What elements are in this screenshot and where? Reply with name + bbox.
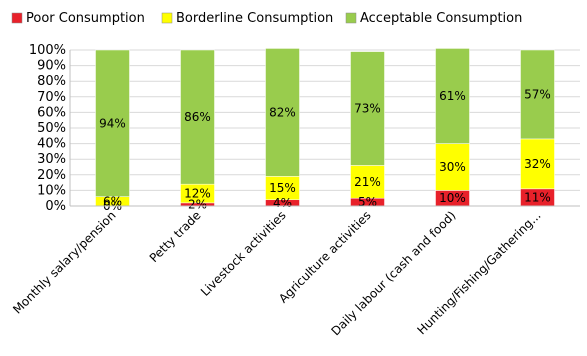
bar-segment (435, 48, 470, 144)
x-category-label: Monthly salary/pension (10, 208, 118, 316)
data-label: 82% (269, 105, 296, 119)
legend-label: Borderline Consumption (176, 11, 333, 26)
legend-label: Poor Consumption (26, 11, 145, 26)
data-label: 61% (439, 89, 466, 103)
legend-swatch (11, 12, 23, 24)
data-label: 5% (358, 195, 377, 209)
y-tick-label: 90% (37, 59, 66, 74)
bar-segment (95, 49, 130, 197)
y-tick-label: 30% (37, 152, 66, 167)
legend-swatch (345, 12, 357, 24)
data-label: 73% (354, 102, 381, 116)
legend: Poor Consumption Borderline Consumption Ac… (11, 11, 522, 26)
bar-segment (350, 165, 385, 199)
x-category-label: Agriculture activities (276, 208, 374, 306)
data-label: 12% (184, 187, 211, 201)
y-axis: 0%10%20%30%40%50%60%70%80%90%100% (29, 43, 71, 214)
x-category-label: Livestock activities (198, 208, 289, 299)
bar-segment (435, 143, 470, 191)
y-tick-label: 80% (37, 74, 66, 89)
y-tick-label: 50% (37, 121, 66, 136)
data-label: 10% (439, 191, 466, 205)
bar-segment (180, 49, 215, 185)
data-label: 86% (184, 110, 211, 124)
y-tick-label: 20% (37, 168, 66, 183)
data-label: 30% (439, 160, 466, 174)
bar-segment (520, 138, 555, 190)
bars (95, 48, 555, 207)
bar-segment (350, 51, 385, 166)
data-label: 2% (188, 197, 207, 211)
bar-segment (520, 49, 555, 140)
data-label: 94% (99, 116, 126, 130)
data-labels: 0%6%94%2%12%86%4%15%82%5%21%73%10%30%61%… (99, 87, 551, 213)
x-axis: Monthly salary/pension Petty tradeLivesto… (10, 205, 580, 338)
x-category-label: Petty trade (147, 208, 204, 265)
y-tick-label: 100% (29, 43, 66, 58)
data-label: 4% (273, 196, 292, 210)
gridlines (70, 49, 580, 207)
y-tick-label: 40% (37, 137, 66, 152)
legend-label: Acceptable Consumption (360, 11, 522, 26)
y-tick-label: 60% (37, 105, 66, 120)
legend-swatch (161, 12, 173, 24)
data-label: 57% (524, 87, 551, 101)
y-tick-label: 0% (45, 199, 66, 214)
y-tick-label: 10% (37, 183, 66, 198)
data-label: 6% (103, 194, 122, 208)
data-label: 32% (524, 157, 551, 171)
y-tick-label: 70% (37, 90, 66, 105)
data-label: 15% (269, 181, 296, 195)
bar-segment (265, 48, 300, 177)
data-label: 11% (524, 190, 551, 204)
data-label: 21% (354, 175, 381, 189)
